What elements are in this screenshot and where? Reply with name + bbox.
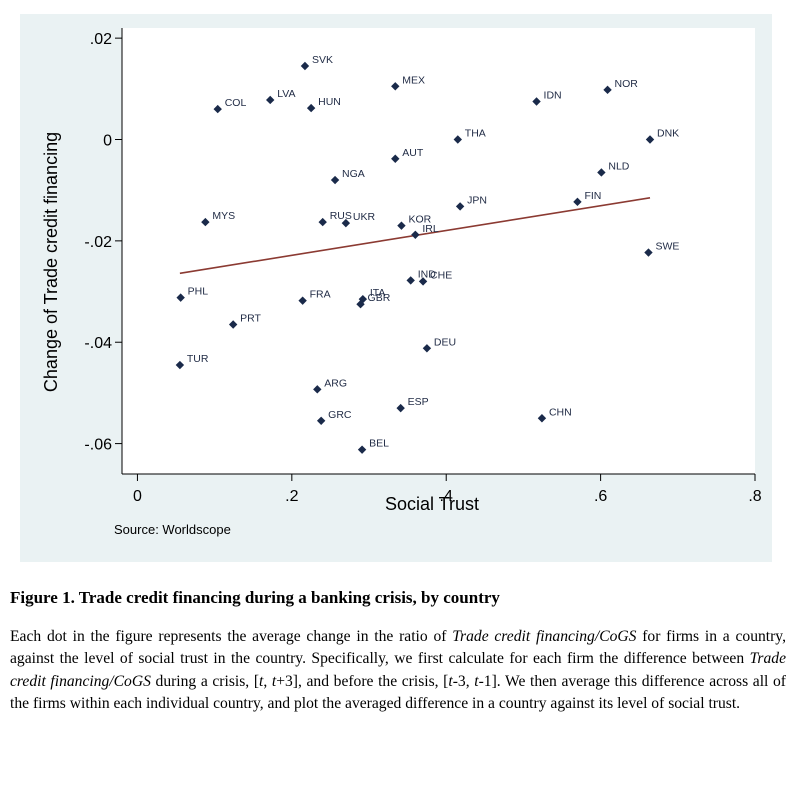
- point-prt: [228, 320, 238, 329]
- point-ind: [406, 276, 415, 285]
- point-label: IRL: [422, 223, 439, 235]
- caption-body: Each dot in the figure represents the av…: [10, 628, 786, 713]
- point-rus: [318, 217, 327, 227]
- point-label: RUS: [330, 210, 352, 222]
- point-esp: [396, 403, 405, 413]
- point-label: IND: [418, 268, 437, 280]
- point-hun: [306, 103, 316, 113]
- point-label: JPN: [467, 194, 487, 206]
- caption-italic: t: [448, 672, 453, 690]
- x-tick-label: 0: [133, 488, 142, 505]
- point-gbr: [356, 300, 365, 309]
- point-label: AUT: [402, 147, 424, 159]
- point-label: PRT: [240, 312, 261, 324]
- point-aut: [391, 154, 400, 163]
- y-axis-title: Change of Trade credit financing: [41, 132, 61, 392]
- point-label: GRC: [328, 409, 352, 421]
- point-label: KOR: [408, 214, 431, 226]
- point-arg: [313, 385, 322, 394]
- point-label: TUR: [187, 353, 209, 365]
- point-label: NLD: [608, 160, 629, 172]
- caption-italic: Trade credit financing/CoGS: [10, 650, 786, 690]
- point-label: BEL: [369, 438, 389, 450]
- point-label: ITA: [370, 287, 386, 299]
- x-tick-label: .8: [748, 488, 761, 505]
- scatter-chart: 0 .2 .4 .6 .8 .02 0 -.02 -.04 -.06 SVK MEX NOR LVA ID…: [41, 28, 762, 537]
- point-bel: [357, 445, 367, 454]
- figure-caption: Figure 1. Trade credit financing during …: [10, 588, 786, 716]
- point-tur: [175, 360, 185, 370]
- point-nld: [597, 168, 606, 177]
- point-label: PHL: [188, 286, 209, 298]
- y-tick-label: -.02: [84, 234, 112, 251]
- caption-italic: t: [259, 672, 264, 690]
- point-label: MEX: [402, 74, 425, 86]
- y-tick-label: -.04: [84, 335, 112, 352]
- x-tick-label: .4: [440, 488, 453, 505]
- points-group: SVK MEX NOR LVA IDN COL HUN THA DNK AUT NLD NGA FIN J…: [175, 54, 679, 454]
- point-svk: [300, 61, 310, 71]
- point-fin: [573, 197, 582, 207]
- y-tick-label: -.06: [84, 437, 112, 454]
- point-label: THA: [465, 128, 486, 140]
- caption-italic: t: [271, 672, 277, 690]
- point-label: DEU: [434, 336, 456, 348]
- point-ukr: [341, 218, 351, 228]
- point-nga: [330, 175, 340, 185]
- point-fra: [298, 296, 307, 305]
- caption-title: Figure 1. Trade credit financing during …: [10, 588, 500, 607]
- y-tick-label: .02: [90, 31, 112, 48]
- point-idn: [532, 97, 541, 106]
- point-chn: [537, 414, 547, 423]
- point-label: SWE: [655, 241, 679, 253]
- x-tick-label: .6: [594, 488, 607, 505]
- point-label: MYS: [212, 210, 235, 222]
- point-phl: [176, 293, 185, 302]
- x-axis-title: Social Trust: [385, 494, 479, 514]
- point-col: [213, 104, 222, 114]
- point-kor: [397, 221, 406, 230]
- point-label: LVA: [277, 88, 295, 100]
- x-tick-label: .2: [285, 488, 298, 505]
- point-label: IDN: [544, 89, 562, 101]
- point-mys: [201, 217, 210, 227]
- axes: 0 .2 .4 .6 .8 .02 0 -.02 -.04 -.06: [84, 28, 762, 505]
- caption-italic: Trade credit financing/CoGS: [452, 628, 637, 645]
- point-label: FIN: [584, 190, 601, 202]
- point-dnk: [645, 135, 655, 144]
- point-mex: [391, 82, 400, 91]
- point-label: SVK: [312, 54, 333, 66]
- point-label: GBR: [368, 292, 391, 304]
- point-che: [418, 277, 428, 286]
- point-irl: [411, 230, 420, 239]
- point-label: ARG: [324, 377, 347, 389]
- point-jpn: [455, 202, 465, 211]
- point-swe: [644, 248, 653, 257]
- point-deu: [422, 344, 432, 353]
- point-label: HUN: [318, 96, 341, 108]
- source-note: Source: Worldscope: [114, 522, 231, 537]
- point-label: COL: [225, 97, 247, 109]
- point-label: NOR: [615, 78, 639, 90]
- point-label: CHN: [549, 406, 572, 418]
- y-tick-label: 0: [103, 133, 112, 150]
- point-grc: [316, 416, 326, 425]
- point-label: ESP: [408, 396, 429, 408]
- point-nor: [603, 85, 612, 95]
- point-label: UKR: [353, 211, 376, 223]
- point-label: CHE: [430, 269, 452, 281]
- point-label: NGA: [342, 168, 365, 180]
- point-label: FRA: [310, 289, 331, 301]
- figure-panel: 0 .2 .4 .6 .8 .02 0 -.02 -.04 -.06 SVK MEX NOR LVA ID…: [20, 14, 772, 562]
- caption-italic: t: [474, 672, 479, 690]
- point-label: DNK: [657, 128, 679, 140]
